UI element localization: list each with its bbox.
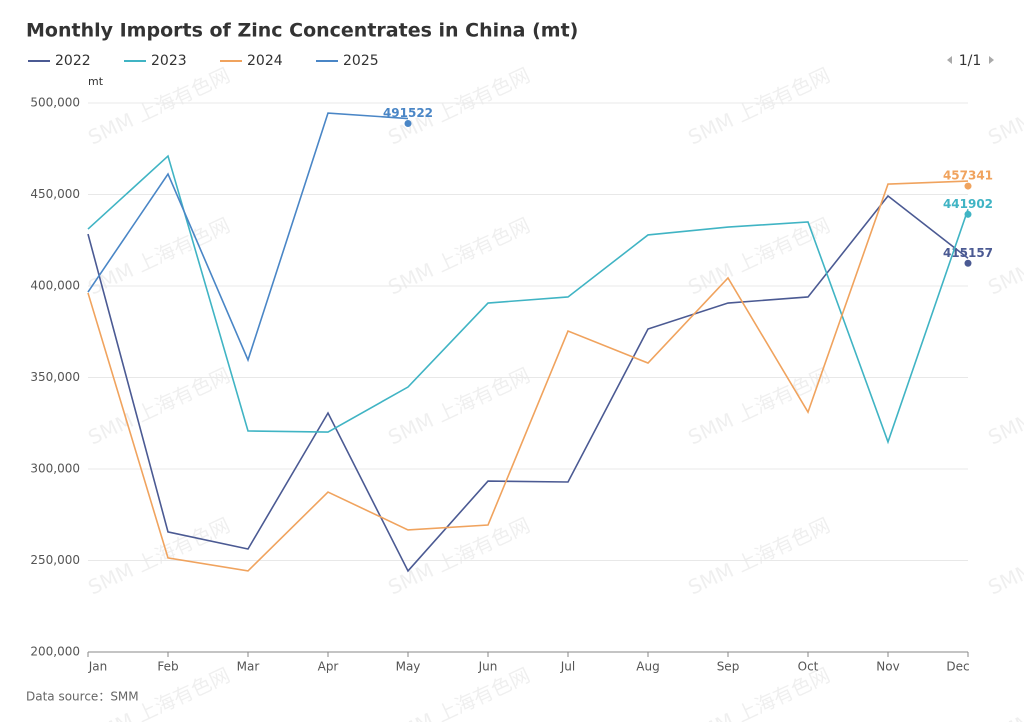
- chart-title: Monthly Imports of Zinc Concentrates in …: [26, 20, 578, 42]
- data-label: 457341: [943, 169, 993, 183]
- end-point: [964, 182, 972, 190]
- watermark: SMM 上海有色网: [684, 363, 833, 450]
- x-tick-label: Jul: [560, 660, 575, 674]
- x-tick-label: May: [396, 660, 421, 674]
- x-tick-label: Sep: [717, 660, 740, 674]
- end-point: [964, 259, 972, 267]
- watermark: SMM 上海有色网: [984, 513, 1024, 600]
- series-line: [87, 112, 409, 363]
- data-label: 441902: [943, 197, 993, 211]
- watermark: SMM 上海有色网: [84, 63, 233, 150]
- series-line: [87, 180, 969, 572]
- y-tick-label: 450,000: [30, 187, 80, 201]
- watermark: SMM 上海有色网: [984, 663, 1024, 722]
- legend-next[interactable]: [989, 56, 994, 64]
- x-tick-label: Dec: [946, 660, 969, 674]
- end-point: [404, 120, 412, 128]
- data-label: 415157: [943, 246, 993, 260]
- x-tick-label: Mar: [237, 660, 260, 674]
- watermark: SMM 上海有色网: [384, 213, 533, 300]
- x-tick-label: Jan: [88, 660, 108, 674]
- y-tick-label: 350,000: [30, 370, 80, 384]
- y-axis-unit: mt: [88, 75, 104, 88]
- x-tick-label: Apr: [318, 660, 339, 674]
- source: Data source：SMM: [26, 690, 139, 704]
- x-tick-label: Nov: [876, 660, 899, 674]
- x-tick-label: Jun: [478, 660, 498, 674]
- y-tick-label: 400,000: [30, 279, 80, 293]
- watermark: SMM 上海有色网: [984, 363, 1024, 450]
- watermark: SMM 上海有色网: [84, 363, 233, 450]
- y-tick-label: 250,000: [30, 553, 80, 567]
- watermark: SMM 上海有色网: [984, 63, 1024, 150]
- x-tick-label: Aug: [636, 660, 659, 674]
- end-point: [964, 210, 972, 218]
- legend-page: 1/1: [959, 53, 982, 69]
- watermark: SMM 上海有色网: [684, 513, 833, 600]
- legend-label: 2025: [343, 53, 379, 69]
- legend-label: 2022: [55, 53, 91, 69]
- series-line: [87, 154, 969, 445]
- legend-prev[interactable]: [947, 56, 952, 64]
- watermark: SMM 上海有色网: [684, 63, 833, 150]
- series-line: [87, 194, 969, 573]
- legend-label: 2024: [247, 53, 283, 69]
- y-tick-label: 500,000: [30, 96, 80, 110]
- data-label: 491522: [383, 106, 433, 120]
- watermark: SMM 上海有色网: [84, 213, 233, 300]
- y-tick-label: 200,000: [30, 645, 80, 659]
- watermark: SMM 上海有色网: [384, 513, 533, 600]
- legend-label: 2023: [151, 53, 187, 69]
- watermark: SMM 上海有色网: [384, 363, 533, 450]
- y-tick-label: 300,000: [30, 462, 80, 476]
- x-tick-label: Oct: [798, 660, 819, 674]
- x-tick-label: Feb: [157, 660, 178, 674]
